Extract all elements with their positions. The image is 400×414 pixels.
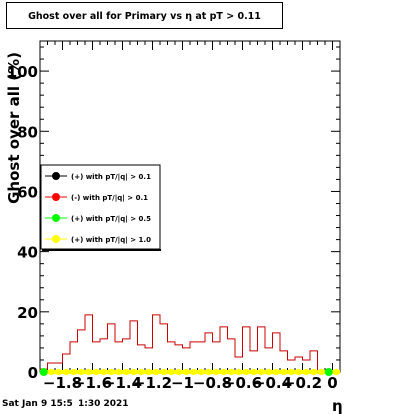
yellow-data-point: [258, 368, 265, 376]
yellow-data-point: [303, 368, 310, 376]
yellow-data-point: [220, 368, 227, 376]
legend-marker: [52, 214, 60, 222]
legend-marker: [52, 172, 60, 180]
yellow-data-point: [250, 368, 257, 376]
y-tick-label: 20: [17, 304, 38, 322]
x-axis-title: η: [332, 397, 343, 414]
legend-label: (+) with pT/|q| > 0.1: [71, 173, 151, 182]
date-stamp: Sat Jan 9 15:5: [2, 399, 73, 409]
yellow-data-point: [198, 368, 205, 376]
legend-box: [40, 164, 161, 250]
green-data-point: [39, 368, 48, 376]
legend-marker: [52, 235, 60, 243]
yellow-data-point: [123, 368, 130, 376]
time-stamp: 1:30 2021: [78, 399, 129, 409]
yellow-data-point: [130, 368, 137, 376]
x-tick-label: −1.8: [43, 374, 82, 392]
x-tick-label: −0.4: [253, 374, 292, 392]
histogram-line: [39, 314, 340, 373]
yellow-data-point: [138, 368, 145, 376]
yellow-data-point: [175, 368, 182, 376]
yellow-data-point: [183, 368, 190, 376]
y-tick-label: 100: [7, 63, 38, 81]
y-tick-label: 60: [17, 183, 38, 201]
yellow-data-point: [228, 368, 235, 376]
yellow-data-point: [243, 368, 250, 376]
yellow-data-point: [235, 368, 242, 376]
yellow-data-point: [213, 368, 220, 376]
green-data-point: [324, 368, 333, 376]
yellow-data-point: [70, 368, 77, 376]
yellow-data-point: [55, 368, 62, 376]
x-tick-label: −1.4: [103, 374, 142, 392]
legend-marker: [52, 193, 60, 201]
yellow-data-point: [265, 368, 272, 376]
x-tick-label: −1.6: [73, 374, 112, 392]
legend-label: (-) with pT/|q| > 0.1: [71, 194, 148, 203]
yellow-data-point: [168, 368, 175, 376]
yellow-data-point: [333, 368, 340, 376]
yellow-data-point: [85, 368, 92, 376]
yellow-data-point: [273, 368, 280, 376]
x-tick-label: −0.6: [223, 374, 262, 392]
yellow-data-point: [205, 368, 212, 376]
yellow-data-point: [115, 368, 122, 376]
y-tick-label: 0: [28, 364, 38, 382]
yellow-data-point: [63, 368, 70, 376]
x-tick-label: −1: [171, 374, 194, 392]
yellow-data-point: [153, 368, 160, 376]
y-tick-label: 40: [17, 244, 38, 262]
y-axis-title: Ghost over all (%): [5, 52, 23, 204]
yellow-data-point: [288, 368, 295, 376]
x-tick-label: −1.2: [133, 374, 172, 392]
yellow-data-point: [295, 368, 302, 376]
yellow-data-point: [318, 368, 325, 376]
legend-label: (+) with pT/|q| > 1.0: [71, 236, 151, 245]
yellow-data-point: [190, 368, 197, 376]
yellow-data-point: [280, 368, 287, 376]
chart-title: Ghost over all for Primary vs η at pT > …: [6, 2, 283, 29]
yellow-data-point: [48, 368, 55, 376]
x-tick-label: −0.8: [193, 374, 232, 392]
yellow-data-point: [310, 368, 317, 376]
yellow-data-point: [108, 368, 115, 376]
yellow-data-point: [145, 368, 152, 376]
x-tick-label: −0.2: [283, 374, 322, 392]
y-tick-label: 80: [17, 123, 38, 141]
yellow-data-point: [100, 368, 107, 376]
legend-label: (+) with pT/|q| > 0.5: [71, 215, 151, 224]
yellow-data-point: [160, 368, 167, 376]
yellow-data-point: [93, 368, 100, 376]
yellow-data-point: [78, 368, 85, 376]
x-tick-label: 0: [327, 374, 337, 392]
